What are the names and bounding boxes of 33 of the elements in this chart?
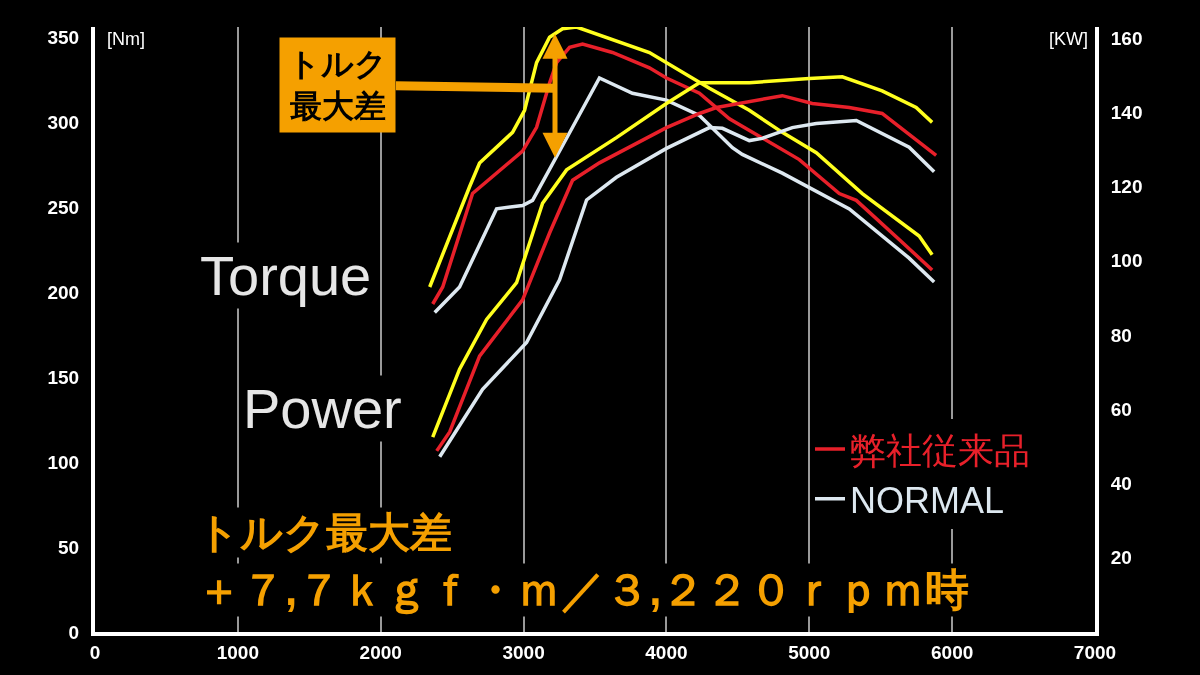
annotation: ＋７,７ｋｇｆ・ｍ／３,２２０ｒｐｍ時 (197, 565, 970, 615)
x-tick-label: 4000 (645, 641, 688, 663)
annotation: トルク最大差 (288, 46, 387, 124)
x-tick-label: 6000 (931, 641, 974, 663)
annotation: Power (243, 377, 402, 440)
y-tick-label: 300 (47, 111, 80, 133)
y-tick-label: 200 (47, 281, 80, 303)
y2-tick-label: 120 (1110, 176, 1143, 198)
y2-tick-label: 40 (1110, 473, 1132, 495)
y2-tick-label: 20 (1110, 547, 1132, 569)
legend-label: 弊社従来品 (850, 430, 1030, 472)
y2-axis-title: [KW] (1049, 29, 1088, 49)
y-tick-label: 150 (47, 366, 80, 388)
y-tick-label: 250 (47, 196, 80, 218)
y-tick-label: 50 (58, 536, 80, 558)
annotation: トルク最大差 (197, 509, 452, 556)
x-tick-label: 3000 (502, 641, 545, 663)
y-axis-title: [Nm] (107, 29, 145, 49)
x-tick-label: 5000 (788, 641, 831, 663)
y2-tick-label: 60 (1110, 398, 1132, 420)
y2-tick-label: 140 (1110, 102, 1143, 124)
y-tick-label: 100 (47, 451, 80, 473)
y2-tick-label: 100 (1110, 250, 1143, 272)
y-tick-label: 350 (47, 26, 80, 48)
y2-tick-label: 160 (1110, 27, 1143, 49)
x-tick-label: 1000 (216, 641, 259, 663)
legend-label: NORMAL (850, 479, 1005, 521)
y2-tick-label: 80 (1110, 324, 1132, 346)
annotation: Torque (200, 244, 372, 307)
x-tick-label: 2000 (359, 641, 402, 663)
x-tick-label: 7000 (1073, 641, 1117, 663)
x-tick-label: 0 (89, 641, 101, 663)
y-tick-label: 0 (68, 621, 80, 643)
